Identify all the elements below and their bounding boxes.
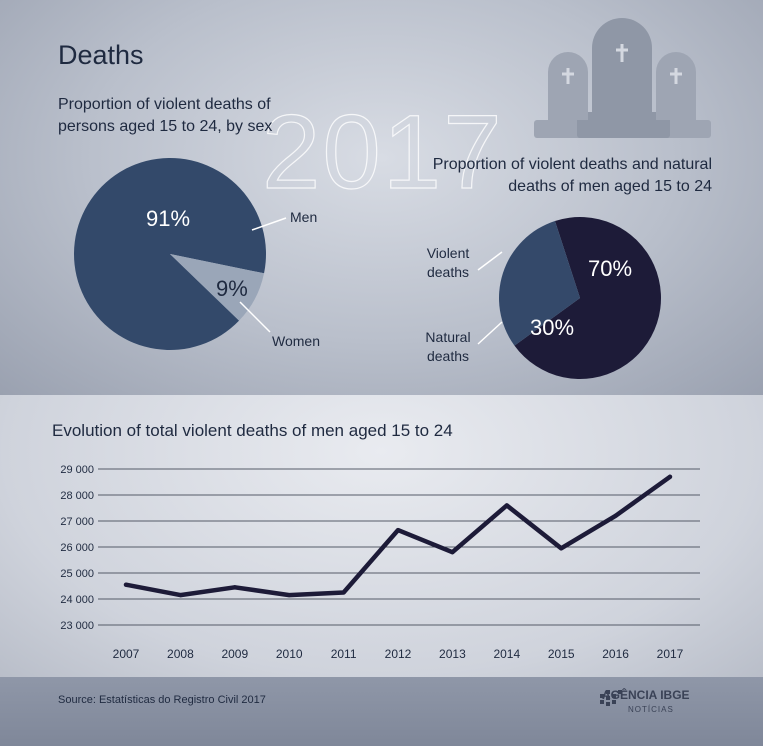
pie-slice-natural	[499, 220, 580, 346]
y-tick-label: 29 000	[60, 464, 94, 476]
pie-cause-violent-label: Violent deaths	[426, 245, 470, 280]
x-tick-label: 2015	[548, 647, 575, 661]
pie-sex-leader-line	[239, 301, 271, 333]
data-point	[668, 474, 672, 479]
pie-cause-natural-label: Natural deaths	[425, 329, 471, 364]
pie-sex-leader-line	[251, 217, 287, 231]
x-tick-label: 2007	[113, 647, 140, 661]
data-point	[613, 513, 618, 518]
x-tick-label: 2016	[602, 647, 629, 661]
pie-sex-men-label: Men	[290, 209, 318, 225]
y-tick-label: 25 000	[60, 568, 94, 580]
pie-sex-men-value: 91%	[146, 206, 191, 231]
line-chart-title: Evolution of total violent deaths of men…	[52, 421, 453, 440]
x-tick-label: 2012	[385, 647, 412, 661]
x-tick-label: 2010	[276, 647, 303, 661]
pie-sex-women-label: Women	[272, 333, 320, 349]
y-tick-label: 23 000	[60, 620, 94, 632]
x-tick-label: 2014	[493, 647, 520, 661]
x-tick-label: 2008	[167, 647, 194, 661]
data-point	[450, 550, 455, 555]
year-watermark: 2017	[261, 94, 504, 211]
x-tick-label: 2013	[439, 647, 466, 661]
x-tick-label: 2009	[221, 647, 248, 661]
pie-slice-women	[170, 254, 265, 321]
pie-cause-title: Proportion of violent deaths and natural…	[432, 156, 712, 195]
data-point	[178, 593, 183, 598]
y-tick-label: 26 000	[60, 542, 94, 554]
x-tick-label: 2011	[331, 647, 357, 661]
data-point	[396, 528, 400, 533]
y-tick-label: 24 000	[60, 594, 94, 606]
x-tick-label: 2017	[657, 647, 684, 661]
pie-cause-leader-line	[477, 251, 503, 271]
pie-cause-natural-value: 30%	[530, 315, 575, 340]
data-point	[341, 590, 346, 595]
logo-main-text: AGÊNCIA IBGE	[602, 688, 690, 702]
line-chart-panel	[0, 395, 763, 677]
data-point	[232, 585, 237, 590]
data-point	[504, 503, 509, 508]
pie-sex-women-value: 9%	[216, 276, 248, 301]
pie-cause-violent-value: 70%	[588, 256, 633, 281]
source-note: Source: Estatísticas do Registro Civil 2…	[58, 694, 266, 706]
page-title: Deaths	[58, 40, 144, 70]
pie-cause-leader-line	[477, 321, 503, 345]
data-point	[287, 593, 292, 598]
y-tick-label: 27 000	[60, 516, 94, 528]
pie-sex-title: Proportion of violent deaths of persons …	[58, 96, 273, 135]
footer-panel	[0, 677, 763, 746]
data-point	[124, 582, 128, 587]
data-point	[559, 546, 564, 551]
y-tick-label: 28 000	[60, 490, 94, 502]
pie-slice-violent	[514, 216, 661, 380]
logo-sub-text: NOTÍCIAS	[628, 705, 674, 714]
